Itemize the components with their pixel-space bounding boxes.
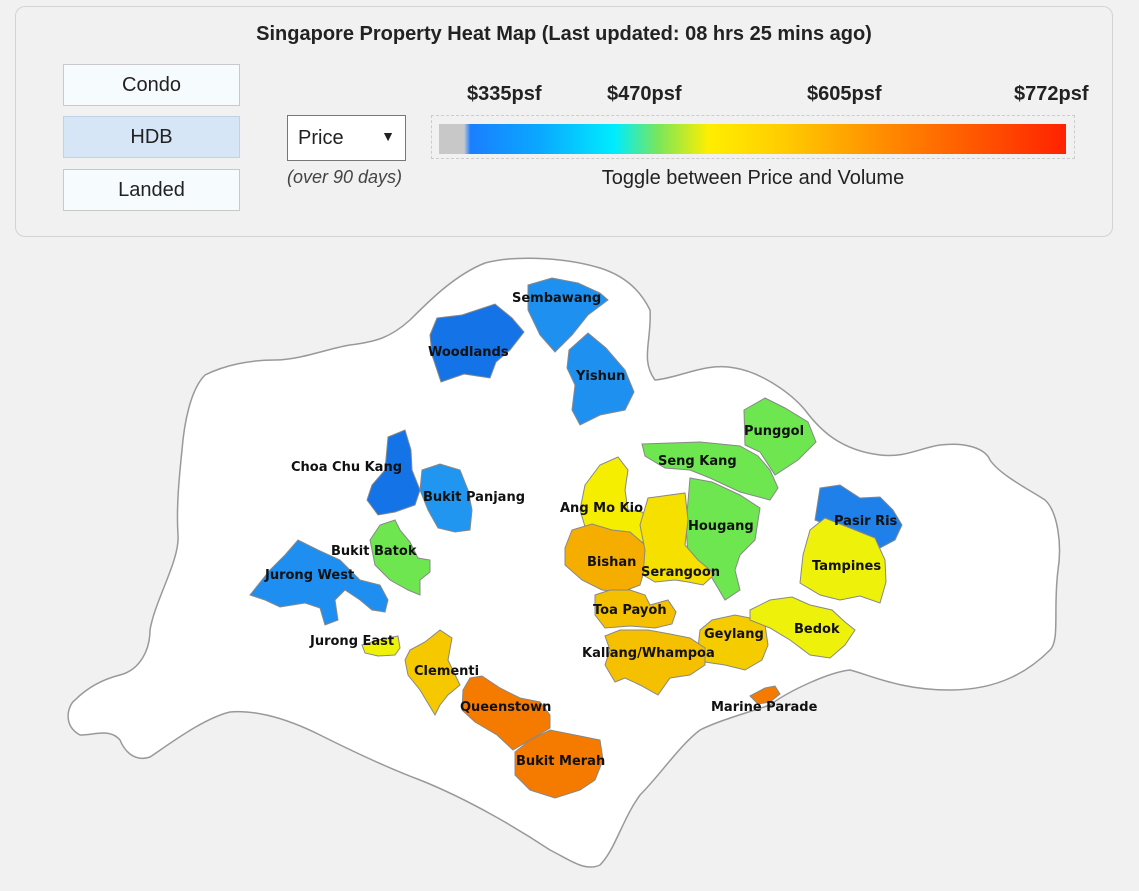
page-title: Singapore Property Heat Map (Last update… — [256, 23, 872, 45]
label-jurong-east: Jurong East — [309, 634, 394, 649]
label-sembawang: Sembawang — [512, 291, 601, 306]
scale-label-2: $470psf — [607, 83, 682, 105]
label-bukit-batok: Bukit Batok — [331, 544, 417, 559]
label-bedok: Bedok — [794, 622, 840, 637]
district-serangoon[interactable] — [639, 492, 716, 586]
label-tampines: Tampines — [812, 559, 881, 574]
district-seng-kang[interactable] — [641, 441, 779, 501]
period-note: (over 90 days) — [287, 167, 403, 187]
label-bishan: Bishan — [587, 555, 636, 570]
label-geylang: Geylang — [704, 627, 764, 642]
district-bukit-panjang[interactable] — [419, 463, 473, 533]
district-yishun[interactable] — [566, 332, 635, 426]
district-labels: Sembawang Woodlands Yishun Punggol Seng … — [264, 291, 898, 769]
district-kallang-whampoa[interactable] — [604, 629, 706, 696]
metric-select[interactable]: Price ▼ — [287, 115, 406, 161]
label-jurong-west: Jurong West — [264, 568, 354, 583]
scale-label-min: $335psf — [467, 83, 542, 105]
district-bukit-merah[interactable] — [514, 729, 604, 799]
toggle-note: Toggle between Price and Volume — [601, 167, 905, 189]
control-panel: Singapore Property Heat Map (Last update… — [15, 6, 1113, 237]
scale-label-3: $605psf — [807, 83, 882, 105]
district-jurong-east[interactable] — [361, 635, 401, 657]
hdb-button[interactable]: HDB — [63, 116, 240, 158]
district-bishan[interactable] — [564, 523, 646, 593]
island-outline — [67, 257, 1061, 868]
label-seng-kang: Seng Kang — [658, 454, 737, 469]
district-bukit-batok[interactable] — [369, 519, 431, 596]
metric-select-value: Price — [298, 126, 344, 149]
label-woodlands: Woodlands — [428, 345, 509, 360]
district-clementi[interactable] — [404, 629, 461, 717]
label-clementi: Clementi — [414, 664, 479, 679]
district-sembawang[interactable] — [527, 277, 609, 353]
label-serangoon: Serangoon — [641, 565, 720, 580]
district-bedok[interactable] — [749, 596, 856, 659]
district-layer — [249, 277, 903, 799]
district-woodlands[interactable] — [429, 303, 525, 383]
label-kallang-whampoa: Kallang/Whampoa — [582, 646, 715, 661]
label-hougang: Hougang — [688, 519, 754, 534]
label-pasir-ris: Pasir Ris — [834, 514, 898, 529]
district-toa-payoh[interactable] — [594, 589, 677, 629]
district-jurong-west[interactable] — [249, 539, 389, 626]
district-marine-parade[interactable] — [749, 685, 781, 705]
district-punggol[interactable] — [743, 397, 817, 476]
landed-button[interactable]: Landed — [63, 169, 240, 211]
label-ang-mo-kio: Ang Mo Kio — [560, 501, 643, 516]
district-choa-chu-kang[interactable] — [366, 429, 421, 516]
caret-down-icon: ▼ — [381, 128, 395, 144]
label-bukit-panjang: Bukit Panjang — [423, 490, 525, 505]
label-yishun: Yishun — [575, 369, 625, 384]
color-scale-gradient — [439, 124, 1066, 154]
label-bukit-merah: Bukit Merah — [516, 754, 605, 769]
district-tampines[interactable] — [799, 517, 887, 604]
label-queenstown: Queenstown — [460, 700, 551, 715]
scale-label-max: $772psf — [1014, 83, 1089, 105]
color-scale[interactable] — [431, 115, 1075, 159]
label-marine-parade: Marine Parade — [711, 700, 818, 715]
district-queenstown[interactable] — [461, 675, 551, 751]
label-toa-payoh: Toa Payoh — [593, 603, 667, 618]
label-punggol: Punggol — [744, 424, 804, 439]
condo-button[interactable]: Condo — [63, 64, 240, 106]
label-choa-chu-kang: Choa Chu Kang — [291, 460, 402, 475]
